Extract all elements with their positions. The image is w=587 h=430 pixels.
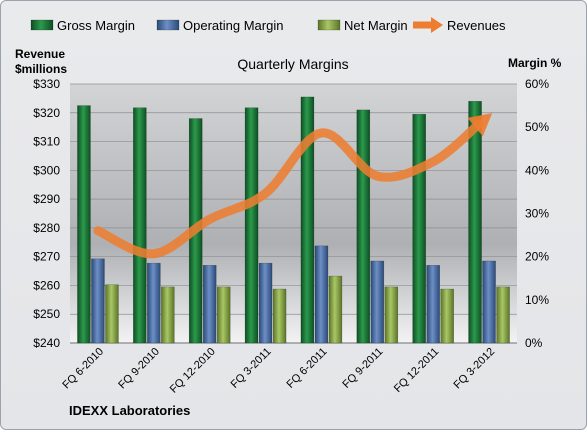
left-tick-label: $240	[33, 336, 60, 350]
net-margin-bar	[105, 284, 119, 344]
left-tick-label: $320	[33, 106, 60, 120]
legend: Gross Margin Operating Margin Net Margin Re…	[30, 17, 506, 33]
left-axis-label-line1: Revenue	[15, 47, 65, 61]
revenues-line	[93, 119, 484, 259]
gross-margin-bar	[468, 101, 482, 344]
right-tick-label: 30%	[525, 207, 549, 221]
left-tick-label: $300	[33, 163, 60, 177]
gross-margin-bar	[244, 107, 259, 344]
company-label: IDEXX Laboratories	[69, 403, 190, 418]
operating-margin-legend-swatch	[156, 19, 180, 31]
left-tick-label: $250	[33, 307, 60, 321]
gross-margin-bar	[356, 109, 371, 344]
gross-margin-bar	[133, 107, 147, 344]
left-tick-label: $330	[33, 77, 60, 91]
gross-margin-legend-swatch	[30, 19, 54, 31]
net-margin-legend-label: Net Margin	[344, 18, 408, 33]
left-tick-label: $310	[33, 135, 60, 149]
net-margin-bar	[216, 286, 231, 344]
net-margin-bar	[496, 286, 510, 344]
operating-margin-bar	[91, 258, 105, 344]
revenues-legend-label: Revenues	[447, 18, 506, 33]
gross-margin-legend-label: Gross Margin	[57, 18, 135, 33]
gross-margin-bar	[300, 96, 315, 344]
right-tick-label: 10%	[525, 293, 549, 307]
left-tick-label: $290	[33, 192, 60, 206]
operating-margin-bar	[147, 262, 161, 344]
net-margin-bar	[384, 286, 399, 344]
net-margin-bar	[161, 286, 175, 344]
x-tick-label: FQ 6-2011	[284, 346, 329, 391]
left-axis-ticks: $240 $250 $260 $270 $280 $290 $300 $310 $320 $330	[33, 77, 60, 350]
x-tick-label: FQ 3-2011	[229, 346, 274, 391]
operating-margin-bar	[202, 265, 217, 344]
net-margin-bar	[328, 275, 343, 344]
right-axis-ticks: 0% 10% 20% 30% 40% 50% 60%	[525, 77, 549, 350]
x-tick-label: FQ 12-2011	[392, 346, 441, 395]
right-axis-label: Margin %	[508, 56, 562, 70]
x-tick-label: FQ 9-2011	[340, 346, 385, 391]
operating-margin-bar	[370, 260, 385, 344]
operating-margin-bar	[426, 265, 440, 344]
x-tick-label: FQ 12-2010	[168, 346, 218, 396]
gross-margin-bar	[412, 113, 426, 344]
left-tick-label: $260	[33, 278, 60, 292]
right-tick-label: 60%	[525, 77, 549, 91]
revenue-line-group	[93, 113, 493, 259]
left-tick-label: $280	[33, 221, 60, 235]
chart-title: Quarterly Margins	[237, 56, 348, 72]
net-margin-bar	[440, 288, 454, 344]
revenues-arrowhead	[467, 113, 493, 137]
right-tick-label: 20%	[525, 250, 549, 264]
left-tick-label: $270	[33, 250, 60, 264]
revenues-legend-arrow	[431, 17, 443, 33]
right-tick-label: 40%	[525, 163, 549, 177]
x-tick-label: FQ 9-2010	[116, 346, 162, 392]
operating-margin-bar	[314, 245, 329, 344]
net-margin-legend-swatch	[317, 19, 341, 31]
x-tick-label: FQ 6-2010	[60, 346, 106, 392]
right-tick-label: 50%	[525, 120, 549, 134]
net-margin-bar	[272, 288, 287, 344]
operating-margin-bar	[258, 262, 273, 344]
operating-margin-legend-label: Operating Margin	[183, 18, 283, 33]
right-tick-label: 0%	[525, 336, 543, 350]
x-axis-ticks: FQ 6-2010 FQ 9-2010 FQ 12-2010 FQ 3-2011 FQ …	[60, 346, 497, 396]
x-tick-label: FQ 3-2012	[452, 346, 498, 392]
operating-margin-bar	[482, 260, 496, 344]
gross-margin-bar	[77, 105, 91, 344]
left-axis-label-line2: $millions	[15, 62, 67, 76]
bar-series-group	[77, 96, 510, 344]
